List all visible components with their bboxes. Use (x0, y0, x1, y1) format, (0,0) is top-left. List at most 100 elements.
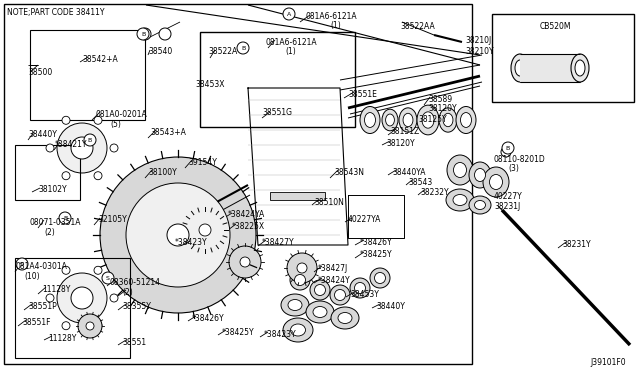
Text: 08071-0351A: 08071-0351A (30, 218, 81, 227)
Text: 40227YA: 40227YA (348, 215, 381, 224)
Text: 32105Y: 32105Y (98, 215, 127, 224)
Text: 38500: 38500 (28, 68, 52, 77)
Circle shape (59, 212, 71, 224)
Text: *38427J: *38427J (318, 264, 348, 273)
Circle shape (137, 28, 149, 40)
Text: 081A6-6121A: 081A6-6121A (265, 38, 317, 47)
Text: 38453X: 38453X (195, 80, 225, 89)
Circle shape (62, 116, 70, 124)
Ellipse shape (313, 307, 327, 317)
Ellipse shape (294, 275, 305, 285)
Ellipse shape (283, 318, 313, 342)
Circle shape (94, 266, 102, 274)
Text: (2): (2) (44, 228, 55, 237)
Ellipse shape (240, 257, 250, 267)
Text: 38102Y: 38102Y (38, 185, 67, 194)
Ellipse shape (447, 155, 473, 185)
Ellipse shape (469, 162, 491, 188)
Text: 38210Y: 38210Y (465, 47, 493, 56)
Ellipse shape (461, 113, 472, 128)
Bar (30, 30, 145, 120)
Ellipse shape (48, 264, 116, 332)
Text: B: B (141, 32, 145, 36)
Ellipse shape (199, 224, 211, 236)
Text: 081A4-0301A: 081A4-0301A (16, 262, 68, 271)
Ellipse shape (382, 109, 398, 131)
Ellipse shape (306, 301, 334, 323)
Text: B: B (241, 45, 245, 51)
Circle shape (94, 322, 102, 330)
Text: 08110-8201D: 08110-8201D (494, 155, 546, 164)
Text: 081A0-0201A: 081A0-0201A (95, 110, 147, 119)
Bar (492, 14, 634, 102)
Text: 38440YA: 38440YA (392, 168, 426, 177)
Ellipse shape (453, 195, 467, 205)
Circle shape (159, 28, 171, 40)
Ellipse shape (365, 113, 376, 128)
Text: 38232Y: 38232Y (420, 188, 449, 197)
Ellipse shape (291, 324, 305, 336)
Bar (520, 54, 580, 82)
Ellipse shape (403, 113, 413, 127)
Ellipse shape (446, 189, 474, 211)
Ellipse shape (399, 108, 417, 132)
Text: 38542+A: 38542+A (82, 55, 118, 64)
Ellipse shape (374, 273, 385, 283)
Ellipse shape (71, 137, 93, 159)
Circle shape (62, 322, 70, 330)
Ellipse shape (281, 294, 309, 316)
Text: 38551F: 38551F (22, 318, 51, 327)
Text: 38100Y: 38100Y (148, 168, 177, 177)
Ellipse shape (355, 282, 365, 294)
Text: S: S (20, 262, 24, 266)
Text: NOTE;PART CODE 38411Y: NOTE;PART CODE 38411Y (7, 8, 104, 17)
Text: 38125Y: 38125Y (418, 115, 447, 124)
Text: 38120Y: 38120Y (428, 104, 456, 113)
Circle shape (46, 144, 54, 152)
Text: 11128Y: 11128Y (42, 285, 70, 294)
Ellipse shape (474, 169, 486, 182)
Polygon shape (348, 195, 404, 238)
Text: *38424Y: *38424Y (318, 276, 351, 285)
Ellipse shape (290, 270, 310, 290)
Text: *38426Y: *38426Y (360, 238, 392, 247)
Text: 38453Y: 38453Y (350, 290, 379, 299)
Text: (10): (10) (24, 272, 40, 281)
Ellipse shape (100, 157, 256, 313)
Ellipse shape (575, 60, 585, 76)
Ellipse shape (310, 280, 330, 300)
Text: (5): (5) (110, 120, 121, 129)
Text: 39154Y: 39154Y (188, 158, 217, 167)
Ellipse shape (483, 167, 509, 197)
Text: 38231J: 38231J (494, 202, 520, 211)
Ellipse shape (71, 287, 93, 309)
Ellipse shape (330, 285, 350, 305)
Circle shape (94, 116, 102, 124)
Circle shape (110, 144, 118, 152)
Circle shape (502, 142, 514, 154)
Circle shape (62, 172, 70, 180)
Ellipse shape (385, 114, 394, 126)
Text: *38426Y: *38426Y (192, 314, 225, 323)
Text: *38425Y: *38425Y (360, 250, 392, 259)
Text: 38231Y: 38231Y (562, 240, 591, 249)
Ellipse shape (454, 163, 467, 177)
Text: *38425Y: *38425Y (222, 328, 255, 337)
Bar (15, 258, 130, 358)
Bar (4, 4, 472, 364)
Circle shape (110, 294, 118, 302)
Ellipse shape (229, 246, 261, 278)
Text: B: B (506, 145, 510, 151)
Text: 40227Y: 40227Y (494, 192, 523, 201)
Text: A: A (287, 12, 291, 16)
Text: 38589: 38589 (428, 95, 452, 104)
Text: 38522A: 38522A (208, 47, 237, 56)
Text: (1): (1) (285, 47, 296, 56)
Text: 38210J: 38210J (465, 36, 492, 45)
Text: 38440Y: 38440Y (28, 130, 57, 139)
Ellipse shape (417, 105, 439, 135)
Circle shape (84, 134, 96, 146)
Ellipse shape (48, 114, 116, 182)
Text: *38421Y: *38421Y (55, 140, 88, 149)
Text: 38551: 38551 (122, 338, 146, 347)
